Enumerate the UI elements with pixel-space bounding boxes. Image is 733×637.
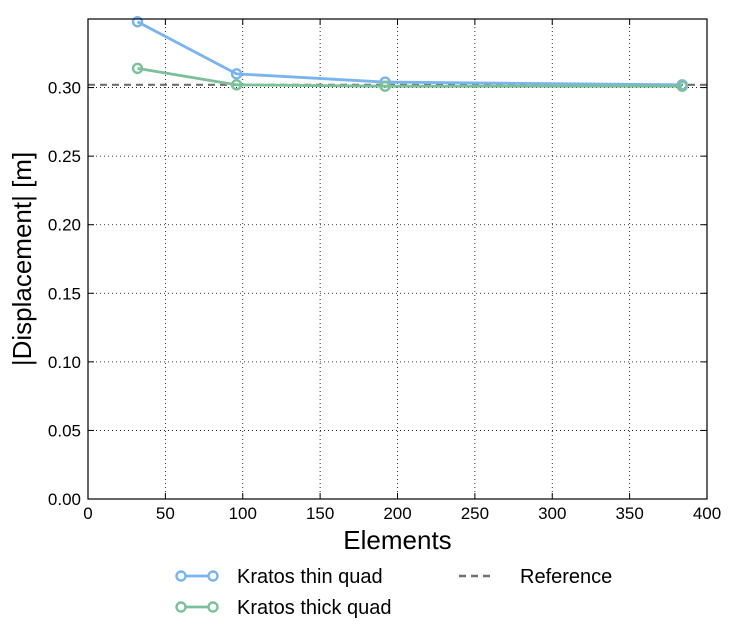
legend-label-reference: Reference (520, 566, 612, 588)
x-tick-label: 200 (383, 504, 411, 523)
legend-marker-kratos-thick-quad (175, 601, 187, 613)
y-tick-label: 0.00 (48, 490, 81, 509)
x-tick-label: 150 (306, 504, 334, 523)
series-line-kratos-thin-quad (136, 20, 683, 87)
y-axis-title: |Displacement| [m] (7, 152, 37, 366)
x-tick-label: 250 (461, 504, 489, 523)
x-tick-label: 50 (156, 504, 175, 523)
x-tick-label: 0 (83, 504, 92, 523)
legend-label-kratos-thin-quad: Kratos thin quad (237, 566, 383, 588)
y-tick-label: 0.15 (48, 284, 81, 303)
y-tick-label: 0.25 (48, 147, 81, 166)
x-tick-label: 400 (693, 504, 721, 523)
series-group (131, 16, 688, 92)
legend-label-kratos-thick-quad: Kratos thick quad (237, 597, 392, 619)
x-tick-label: 100 (229, 504, 257, 523)
y-tick-label: 0.05 (48, 421, 81, 440)
data-point-kratos-thick-quad (230, 79, 243, 91)
data-point-kratos-thin-quad (230, 68, 243, 80)
y-tick-label: 0.10 (48, 353, 81, 372)
x-tick-label: 300 (538, 504, 566, 523)
data-point-kratos-thick-quad (131, 62, 144, 75)
x-tick-label: 350 (615, 504, 643, 523)
x-axis-title: Elements (343, 525, 451, 555)
legend-marker-kratos-thin-quad (207, 570, 219, 582)
x-tick-labels: 0 50 100 150 200 250 300 350 400 (83, 504, 721, 523)
legend-marker-kratos-thick-quad (207, 601, 219, 613)
y-tick-label: 0.30 (48, 79, 81, 98)
legend: Kratos thin quad Kratos thick quad Referen… (175, 566, 612, 619)
legend-marker-kratos-thin-quad (175, 570, 187, 582)
grid-lines (88, 19, 707, 499)
data-point-kratos-thick-quad (676, 80, 688, 92)
y-tick-label: 0.20 (48, 216, 81, 235)
data-point-kratos-thin-quad (131, 16, 144, 28)
y-tick-labels: 0.00 0.05 0.10 0.15 0.20 0.25 0.30 (48, 79, 81, 509)
tick-marks (87, 19, 708, 500)
data-point-kratos-thick-quad (379, 80, 391, 92)
series-line-kratos-thick-quad (137, 66, 683, 88)
